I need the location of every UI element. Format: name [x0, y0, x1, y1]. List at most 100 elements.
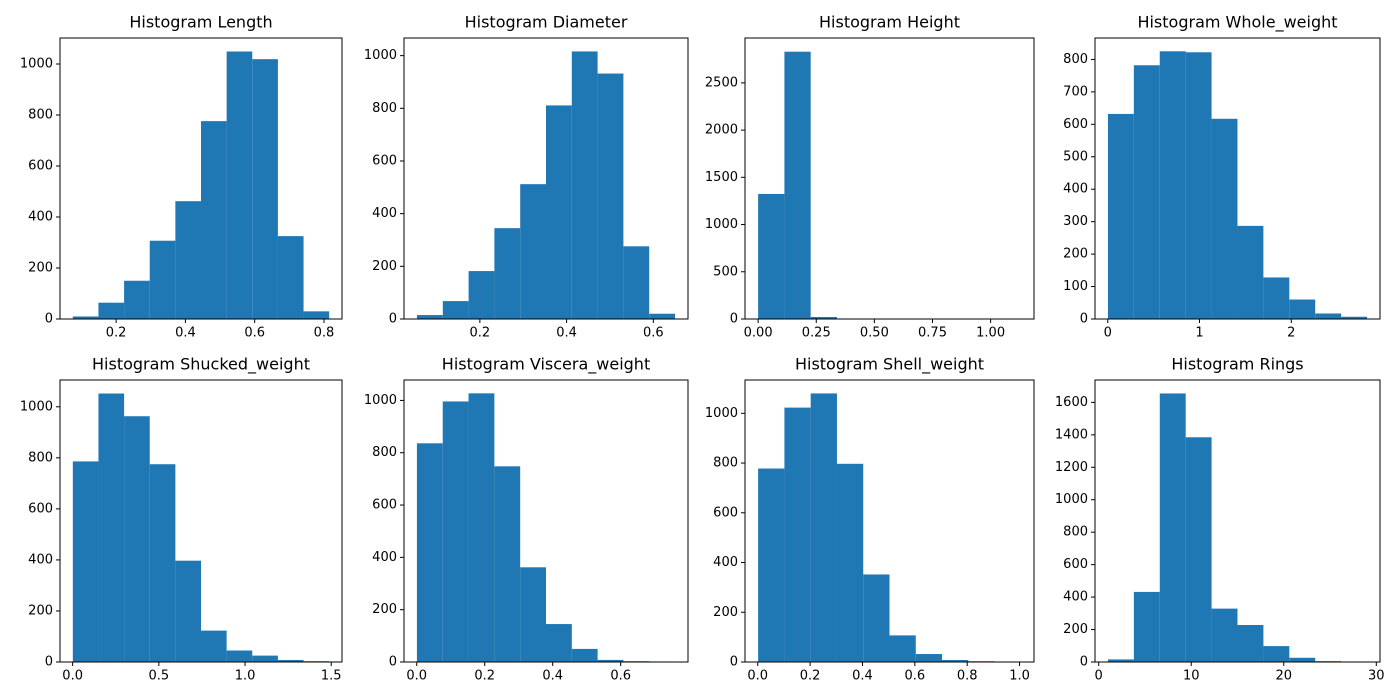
bar: [277, 236, 304, 319]
y-tick-label: 1000: [705, 406, 738, 421]
bar: [201, 121, 227, 319]
bar: [1159, 393, 1186, 662]
y-tick-label: 100: [1063, 279, 1088, 294]
bar: [784, 407, 811, 662]
x-tick-label: 1.5: [321, 669, 342, 684]
x-tick-label: 0: [1095, 669, 1103, 684]
y-tick-label: 400: [1063, 182, 1088, 197]
y-tick-label: 300: [1063, 214, 1088, 229]
x-tick-label: 0.50: [860, 326, 889, 341]
chart-title: Histogram Shucked_weight: [92, 355, 310, 375]
bar: [416, 443, 443, 662]
y-tick-label: 200: [28, 261, 53, 276]
bar: [1133, 65, 1160, 319]
bar: [1211, 608, 1238, 662]
x-tick-label: 0.25: [802, 326, 831, 341]
chart-title: Histogram Length: [129, 13, 272, 32]
y-tick-label: 200: [1063, 247, 1088, 262]
axes-frame: [1094, 37, 1381, 320]
bar: [1133, 591, 1160, 662]
axes-frame: [744, 379, 1035, 663]
x-tick-label: 0.2: [106, 326, 127, 341]
y-tick-label: 400: [28, 552, 53, 567]
y-tick-label: 800: [372, 445, 397, 460]
bar: [98, 393, 125, 662]
y-tick-label: 800: [372, 101, 397, 116]
y-tick-label: 700: [1063, 84, 1088, 99]
x-tick-label: 0.0: [406, 669, 427, 684]
bar: [1107, 659, 1134, 662]
y-tick-label: 0: [730, 312, 738, 327]
x-tick-label: 1.0: [235, 669, 256, 684]
bar: [72, 316, 99, 319]
bar: [889, 635, 916, 662]
bar: [277, 659, 304, 662]
x-tick-label: 0.75: [918, 326, 947, 341]
bar: [942, 660, 969, 662]
bar: [124, 280, 150, 319]
y-tick-label: 0: [1080, 655, 1088, 670]
bar: [442, 301, 469, 319]
bar: [597, 659, 624, 662]
bar: [252, 655, 278, 662]
bar: [520, 567, 546, 662]
bar: [1185, 52, 1212, 320]
bar: [468, 271, 495, 319]
y-tick-label: 0: [45, 312, 53, 327]
x-tick-label: 10: [1183, 669, 1200, 684]
x-tick-label: 0.4: [852, 669, 873, 684]
x-tick-label: 0.6: [244, 326, 265, 341]
axes-frame: [1094, 379, 1381, 663]
x-tick-label: 0.00: [744, 326, 773, 341]
bar: [1107, 113, 1134, 319]
y-tick-label: 0: [389, 655, 397, 670]
x-tick-label: 1: [1195, 326, 1203, 341]
y-tick-label: 200: [28, 603, 53, 618]
y-tick-label: 200: [713, 605, 738, 620]
y-tick-label: 800: [713, 456, 738, 471]
y-tick-label: 800: [28, 108, 53, 123]
y-tick-label: 1000: [20, 399, 53, 414]
x-tick-label: 20: [1275, 669, 1292, 684]
y-tick-label: 800: [1063, 525, 1088, 540]
y-tick-label: 500: [1063, 149, 1088, 164]
x-tick-label: 0.6: [643, 326, 664, 341]
x-tick-label: 0.6: [610, 669, 631, 684]
x-tick-label: 0.0: [62, 669, 83, 684]
bar: [1185, 437, 1212, 662]
x-tick-label: 0.2: [474, 669, 495, 684]
y-tick-label: 500: [713, 264, 738, 279]
bar: [1289, 299, 1316, 319]
bar: [201, 630, 227, 662]
y-tick-label: 600: [372, 498, 397, 513]
bar: [1263, 646, 1290, 662]
x-tick-label: 1.00: [976, 326, 1005, 341]
y-tick-label: 600: [1063, 557, 1088, 572]
y-tick-label: 400: [713, 555, 738, 570]
bar: [72, 461, 99, 662]
y-tick-label: 1000: [364, 393, 397, 408]
y-tick-label: 200: [1063, 622, 1088, 637]
bar: [863, 574, 890, 662]
bar: [1159, 51, 1186, 319]
bar: [1237, 225, 1264, 319]
chart-title: Histogram Shell_weight: [795, 355, 984, 375]
x-tick-label: 0.4: [542, 669, 563, 684]
y-tick-label: 600: [28, 159, 53, 174]
bar: [1315, 313, 1342, 319]
y-tick-label: 2500: [705, 75, 738, 90]
bar: [597, 73, 624, 320]
y-tick-label: 1000: [705, 217, 738, 232]
bar: [468, 393, 495, 662]
x-tick-label: 0.6: [904, 669, 925, 684]
bar: [417, 315, 443, 319]
bar: [810, 393, 837, 662]
bar: [571, 648, 598, 662]
y-tick-label: 1000: [364, 48, 397, 63]
y-tick-label: 2000: [705, 123, 738, 138]
axes-frame: [403, 37, 689, 320]
bar: [175, 560, 201, 662]
bar: [649, 313, 675, 319]
x-tick-label: 2: [1287, 326, 1295, 341]
